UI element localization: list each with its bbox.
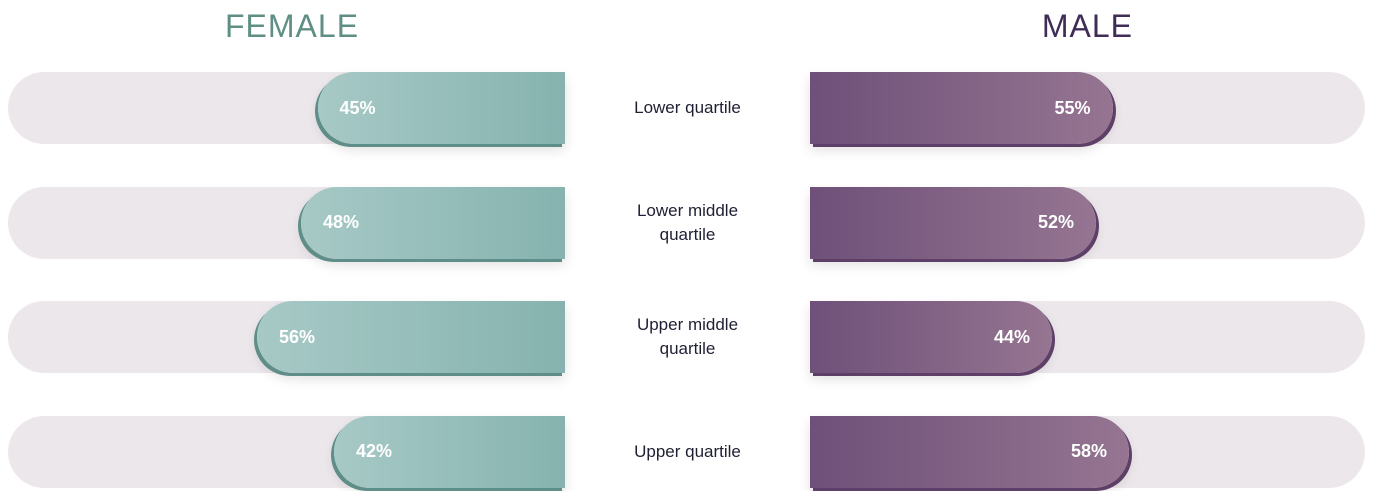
- female-track: 45%: [8, 72, 565, 144]
- male-title: MALE: [1041, 8, 1133, 44]
- female-bar: 48%: [301, 186, 565, 259]
- female-value-label: 42%: [356, 441, 393, 461]
- male-bar: 55%: [810, 72, 1113, 144]
- category-label-text: Upper quartile: [634, 441, 741, 461]
- male-value-label: 58%: [1070, 441, 1107, 461]
- female-track: 56%: [8, 301, 565, 373]
- category-label-text: Lower middle quartile: [636, 200, 739, 244]
- male-value-label: 52%: [1037, 212, 1074, 232]
- male-track: 44%: [810, 301, 1365, 373]
- male-bar: 52%: [810, 186, 1096, 259]
- quartile-row: 42% Upper quartile 58%: [0, 415, 1373, 488]
- male-track: 58%: [810, 415, 1365, 488]
- female-title: FEMALE: [225, 8, 360, 44]
- category-label: Lower middle quartile: [565, 187, 810, 259]
- female-track: 48%: [8, 186, 565, 259]
- female-bar: 56%: [257, 301, 565, 373]
- male-track: 52%: [810, 186, 1365, 259]
- female-bar: 45%: [317, 72, 565, 144]
- category-label-text: Lower quartile: [634, 98, 741, 117]
- female-bar: 42%: [334, 415, 565, 488]
- male-value-label: 55%: [1054, 97, 1091, 118]
- quartile-row: 45% Lower quartile 55%: [0, 72, 1373, 144]
- category-label: Upper middle quartile: [565, 301, 810, 373]
- category-label-text: Upper middle quartile: [636, 315, 739, 358]
- quartile-row: 48% Lower middle quartile 52%: [0, 186, 1373, 259]
- male-track: 55%: [810, 72, 1365, 144]
- male-bar: 58%: [810, 415, 1129, 488]
- male-bar: 44%: [810, 301, 1052, 373]
- female-value-label: 48%: [323, 212, 360, 232]
- category-label: Lower quartile: [565, 72, 810, 144]
- category-label: Upper quartile: [565, 416, 810, 488]
- female-value-label: 45%: [339, 97, 376, 118]
- female-value-label: 56%: [279, 326, 316, 347]
- female-track: 42%: [8, 415, 565, 488]
- male-value-label: 44%: [993, 326, 1030, 347]
- quartile-row: 56% Upper middle quartile 44%: [0, 301, 1373, 373]
